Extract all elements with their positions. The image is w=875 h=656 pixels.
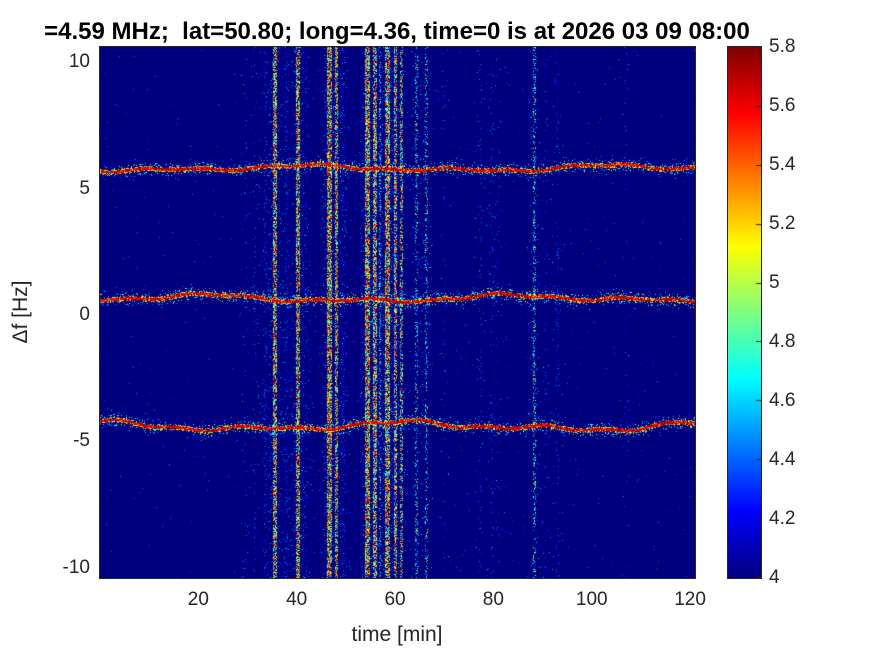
colorbar-tick-label: 4 xyxy=(769,567,780,588)
colorbar-tick-label: 5.4 xyxy=(769,154,796,175)
x-tick-label: 80 xyxy=(482,589,504,610)
colorbar-tick-label: 4.8 xyxy=(769,331,796,352)
colorbar-tick-label: 4.2 xyxy=(769,508,796,529)
plot-title: =4.59 MHz; lat=50.80; long=4.36, time=0 … xyxy=(44,18,750,45)
x-tick-label: 40 xyxy=(286,589,308,610)
y-tick-label: -5 xyxy=(73,430,90,452)
x-axis-label: time [min] xyxy=(351,623,443,646)
x-tick-label: 60 xyxy=(384,589,406,610)
x-tick-label: 120 xyxy=(674,589,706,610)
colorbar-tick-label: 5.2 xyxy=(769,213,796,234)
x-tick-label: 100 xyxy=(575,589,608,610)
colorbar-gradient xyxy=(728,47,761,578)
y-tick-label: -10 xyxy=(62,556,90,578)
x-tick-label: 20 xyxy=(187,589,209,610)
colorbar-tick-label: 5 xyxy=(769,272,780,293)
colorbar-tick-label: 5.8 xyxy=(769,36,796,57)
heatmap-image xyxy=(100,47,695,578)
colorbar-tick-label: 4.6 xyxy=(769,390,796,411)
colorbar-tick-label: 4.4 xyxy=(769,449,796,470)
y-tick-label: 0 xyxy=(79,304,90,326)
heatmap-plot xyxy=(99,46,696,579)
colorbar-tick-label: 5.6 xyxy=(769,95,796,116)
colorbar xyxy=(727,46,762,579)
y-tick-label: 10 xyxy=(68,51,90,73)
y-tick-label: 5 xyxy=(79,177,90,199)
